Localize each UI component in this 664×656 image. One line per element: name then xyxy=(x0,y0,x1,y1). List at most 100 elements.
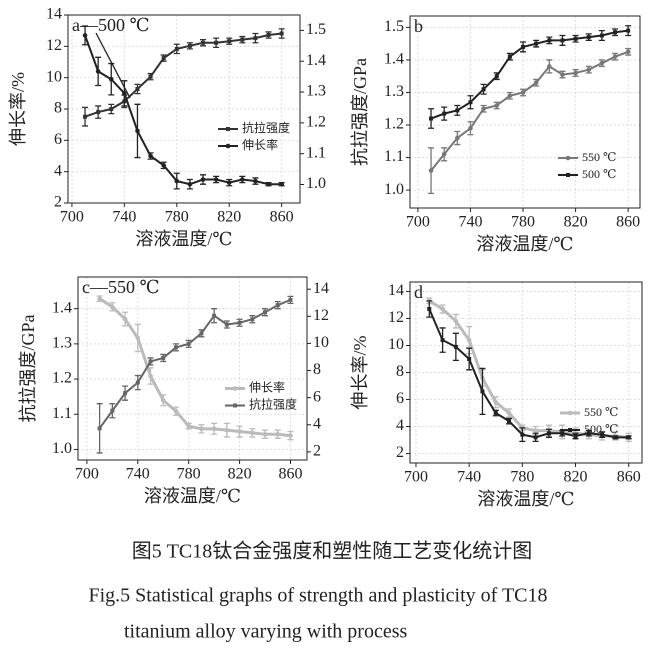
x-tick-label: 860 xyxy=(270,209,294,226)
x-tick-label: 860 xyxy=(616,214,640,231)
marker xyxy=(186,341,191,346)
y2-tick-label: 1.3 xyxy=(306,83,326,100)
marker xyxy=(599,60,605,66)
marker xyxy=(493,411,498,416)
marker xyxy=(110,304,115,310)
marker xyxy=(468,100,473,105)
y-tick-label: 4 xyxy=(54,162,62,179)
marker xyxy=(586,431,591,436)
marker xyxy=(279,31,284,36)
y-axis-label: 伸长率/% xyxy=(350,335,370,409)
plot-frame xyxy=(409,281,643,464)
marker xyxy=(573,433,578,438)
marker xyxy=(250,317,255,322)
marker xyxy=(466,337,472,343)
marker xyxy=(506,410,512,416)
marker xyxy=(214,40,219,45)
y-tick-label: 12 xyxy=(388,309,404,326)
caption-cn: 图5 TC18钛合金强度和塑性随工艺变化统计图 xyxy=(132,540,533,563)
marker xyxy=(186,423,191,429)
marker xyxy=(96,110,101,115)
y-tick-label: 8 xyxy=(54,100,62,117)
marker xyxy=(148,373,153,379)
marker xyxy=(161,163,166,168)
annotation: b xyxy=(414,16,423,36)
marker xyxy=(560,38,565,43)
marker xyxy=(494,103,500,108)
y-tick-label: 2 xyxy=(54,194,62,211)
plot-frame xyxy=(409,15,641,209)
marker xyxy=(288,433,293,438)
y2-tick-label: 4 xyxy=(313,415,321,432)
marker xyxy=(199,331,204,336)
legend-label: 伸长率 xyxy=(242,137,278,152)
marker xyxy=(173,345,178,350)
marker xyxy=(288,297,293,302)
marker xyxy=(253,36,258,41)
marker xyxy=(440,338,445,343)
legend-label: 500 ℃ xyxy=(582,167,616,181)
marker xyxy=(612,54,618,59)
marker xyxy=(480,389,485,394)
marker xyxy=(135,335,141,341)
y-tick-label: 6 xyxy=(54,131,62,148)
y-tick-label: 2 xyxy=(396,444,404,461)
x-tick-label: 860 xyxy=(617,469,641,486)
legend-label: 抗拉强度 xyxy=(242,120,290,135)
y-tick-label: 1.3 xyxy=(52,335,72,352)
x-tick-label: 820 xyxy=(564,469,588,486)
marker xyxy=(240,37,245,42)
marker xyxy=(275,303,280,308)
y-axis-label: 抗拉强度/GPa xyxy=(18,314,38,422)
marker xyxy=(201,40,206,45)
y-tick-label: 14 xyxy=(388,282,404,299)
marker xyxy=(429,116,434,121)
marker xyxy=(507,419,512,424)
y2-tick-label: 1.2 xyxy=(306,114,326,131)
x-axis-label: 溶液温度/℃ xyxy=(144,486,241,506)
marker xyxy=(262,431,268,437)
marker xyxy=(82,33,88,38)
marker xyxy=(148,359,153,364)
legend-marker xyxy=(232,386,238,391)
marker xyxy=(97,426,102,431)
y-tick-label: 1.2 xyxy=(52,370,72,387)
y-tick-label: 12 xyxy=(46,37,62,54)
caption-en: titanium alloy varying with process xyxy=(124,621,407,643)
marker xyxy=(83,114,88,119)
marker xyxy=(95,69,101,74)
marker xyxy=(108,76,114,82)
marker xyxy=(135,86,140,91)
marker xyxy=(148,153,153,159)
y-tick-label: 1.5 xyxy=(384,18,404,35)
x-axis-label: 溶液温度/℃ xyxy=(135,229,232,249)
legend-marker xyxy=(233,403,237,408)
marker xyxy=(135,128,140,134)
marker xyxy=(122,91,127,96)
marker xyxy=(547,64,552,69)
x-axis-label: 溶液温度/℃ xyxy=(476,234,573,254)
y-axis-label: 伸长率/% xyxy=(8,72,28,146)
y-tick-label: 10 xyxy=(46,68,62,85)
y-tick-label: 10 xyxy=(388,336,404,353)
marker xyxy=(481,87,486,92)
x-tick-label: 740 xyxy=(126,466,150,483)
marker xyxy=(212,313,217,318)
y-tick-label: 1.4 xyxy=(52,299,72,316)
series-line xyxy=(84,35,282,186)
marker xyxy=(468,125,473,131)
series-line xyxy=(430,50,629,172)
marker xyxy=(199,426,204,432)
plot-frame xyxy=(67,14,301,204)
marker xyxy=(455,135,460,141)
marker xyxy=(573,36,578,41)
marker xyxy=(240,177,245,182)
series-line xyxy=(428,308,629,439)
x-tick-label: 740 xyxy=(457,469,481,486)
marker xyxy=(253,178,258,184)
legend-marker xyxy=(565,155,571,161)
marker xyxy=(560,431,565,436)
marker xyxy=(213,177,219,182)
x-tick-label: 700 xyxy=(75,466,99,483)
x-tick-label: 780 xyxy=(511,214,535,231)
